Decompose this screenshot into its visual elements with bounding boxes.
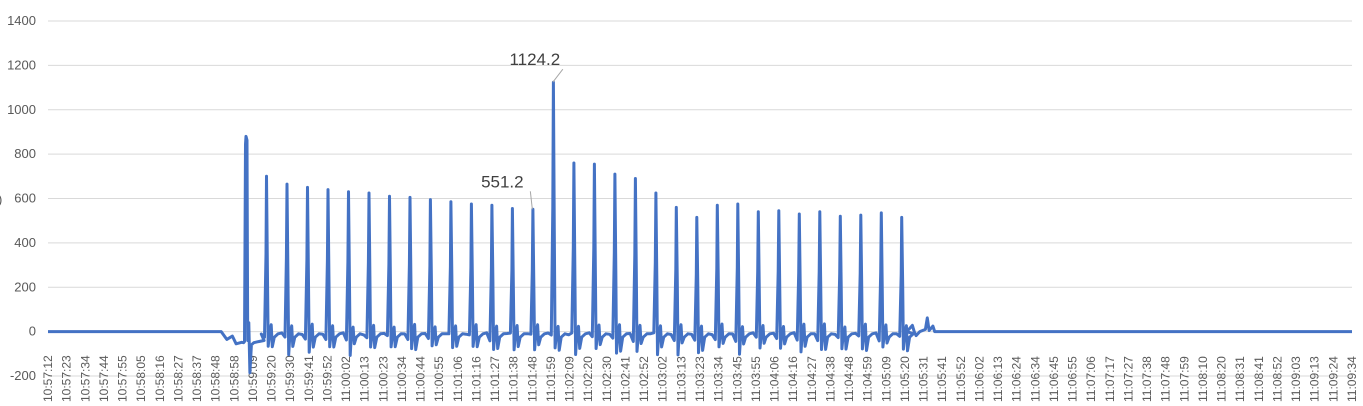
x-tick-label: 11:04:48 xyxy=(842,356,856,402)
y-tick-label: 400 xyxy=(14,235,36,250)
x-tick-label: 11:05:20 xyxy=(898,356,912,402)
x-tick-label: 10:57:55 xyxy=(116,355,130,402)
x-tick-label: 11:01:06 xyxy=(451,356,465,402)
x-tick-label: 11:00:02 xyxy=(339,356,353,402)
x-tick-label: 11:01:16 xyxy=(469,356,483,402)
x-tick-label: 11:07:17 xyxy=(1103,356,1117,402)
y-tick-label: 1400 xyxy=(7,13,36,28)
x-tick-label: 11:02:30 xyxy=(600,356,614,402)
x-tick-label: 10:58:37 xyxy=(190,355,204,402)
x-tick-label: 11:07:48 xyxy=(1159,356,1173,402)
x-tick-label: 10:59:52 xyxy=(320,355,334,402)
x-tick-label: 11:06:13 xyxy=(991,356,1005,402)
x-tick-label: 11:05:31 xyxy=(917,356,931,402)
x-tick-label: 11:00:13 xyxy=(358,356,372,402)
x-tick-label: 10:59:41 xyxy=(302,355,316,402)
x-tick-label: 11:03:13 xyxy=(674,356,688,402)
x-tick-label: 10:59:20 xyxy=(265,355,279,402)
x-tick-label: 11:03:34 xyxy=(712,356,726,402)
y-tick-label: 1200 xyxy=(7,57,36,72)
x-tick-label: 11:02:41 xyxy=(618,356,632,402)
x-tick-label: 10:58:58 xyxy=(227,355,241,402)
x-tick-label: 11:04:38 xyxy=(823,356,837,402)
x-tick-label: 11:06:45 xyxy=(1047,356,1061,402)
x-tick-label: 11:03:55 xyxy=(749,356,763,402)
y-tick-label: 200 xyxy=(14,279,36,294)
x-tick-label: 10:58:05 xyxy=(134,355,148,402)
x-tick-label: 11:06:55 xyxy=(1066,356,1080,402)
x-tick-label: 10:59:30 xyxy=(283,355,297,402)
y-tick-label: -200 xyxy=(10,368,36,383)
x-tick-label: 11:08:20 xyxy=(1215,356,1229,402)
x-tick-label: 11:00:23 xyxy=(376,356,390,402)
y-tick-label: 800 xyxy=(14,146,36,161)
x-tick-label: 11:00:55 xyxy=(432,356,446,402)
x-tick-label: 11:06:34 xyxy=(1028,356,1042,402)
x-tick-label: 11:01:27 xyxy=(488,356,502,402)
x-tick-label: 10:58:27 xyxy=(171,355,185,402)
x-tick-label: 11:08:31 xyxy=(1233,356,1247,402)
x-tick-label: 10:58:48 xyxy=(209,355,223,402)
x-tick-label: 11:09:24 xyxy=(1326,356,1340,402)
y-tick-label: 1000 xyxy=(7,102,36,117)
x-tick-label: 11:07:06 xyxy=(1084,356,1098,402)
x-tick-label: 10:57:44 xyxy=(97,355,111,402)
x-tick-label: 11:07:59 xyxy=(1177,356,1191,402)
x-tick-label: 11:04:27 xyxy=(805,356,819,402)
x-tick-label: 11:05:41 xyxy=(935,356,949,402)
x-tick-label: 11:09:34 xyxy=(1345,356,1359,402)
x-tick-label: 11:06:02 xyxy=(972,356,986,402)
y-tick-label: 0 xyxy=(29,324,36,339)
x-tick-label: 10:57:23 xyxy=(60,355,74,402)
x-tick-label: 11:02:09 xyxy=(563,356,577,402)
data-label: 551.2 xyxy=(481,172,524,191)
x-tick-label: 11:01:38 xyxy=(507,356,521,402)
data-label: 1124.2 xyxy=(509,50,560,69)
y-axis-ticks: -200 0 200 400 600 800 1000 1200 1400 xyxy=(7,13,36,383)
x-tick-label: 10:58:16 xyxy=(153,355,167,402)
y-tick-label: 600 xyxy=(14,191,36,206)
x-tick-label: 11:02:52 xyxy=(637,356,651,402)
leader-line xyxy=(552,68,564,83)
x-tick-label: 11:05:09 xyxy=(879,356,893,402)
y-axis-label-fragment: ) xyxy=(0,192,2,207)
x-tick-label: 11:02:20 xyxy=(581,356,595,402)
x-tick-label: 11:09:03 xyxy=(1289,356,1303,402)
x-tick-label: 11:07:27 xyxy=(1121,356,1135,402)
x-tick-label: 11:04:16 xyxy=(786,356,800,402)
x-tick-label: 11:04:59 xyxy=(861,356,875,402)
x-tick-label: 10:59:09 xyxy=(246,355,260,402)
x-tick-label: 11:05:52 xyxy=(954,356,968,402)
x-tick-label: 11:08:52 xyxy=(1270,356,1284,402)
x-tick-label: 11:01:48 xyxy=(525,356,539,402)
x-tick-label: 11:09:13 xyxy=(1308,356,1322,402)
x-tick-label: 11:00:44 xyxy=(414,356,428,402)
x-tick-label: 11:07:38 xyxy=(1140,356,1154,402)
x-tick-label: 11:03:23 xyxy=(693,356,707,402)
x-tick-label: 11:03:02 xyxy=(656,356,670,402)
x-tick-label: 11:08:10 xyxy=(1196,356,1210,402)
x-tick-label: 11:08:41 xyxy=(1252,356,1266,402)
x-tick-label: 11:04:06 xyxy=(768,356,782,402)
x-tick-label: 11:06:24 xyxy=(1010,356,1024,402)
x-tick-label: 11:01:59 xyxy=(544,356,558,402)
x-tick-label: 10:57:12 xyxy=(41,355,55,402)
series-line xyxy=(48,80,1352,375)
leader-line xyxy=(529,191,533,210)
x-tick-label: 10:57:34 xyxy=(78,355,92,402)
x-tick-label: 11:03:45 xyxy=(730,356,744,402)
annotations: 1124.2 551.2 xyxy=(481,50,564,210)
x-tick-label: 11:00:34 xyxy=(395,356,409,402)
x-axis-ticks: 10:57:12 10:57:23 10:57:34 10:57:44 10:57:55… xyxy=(41,355,1359,402)
